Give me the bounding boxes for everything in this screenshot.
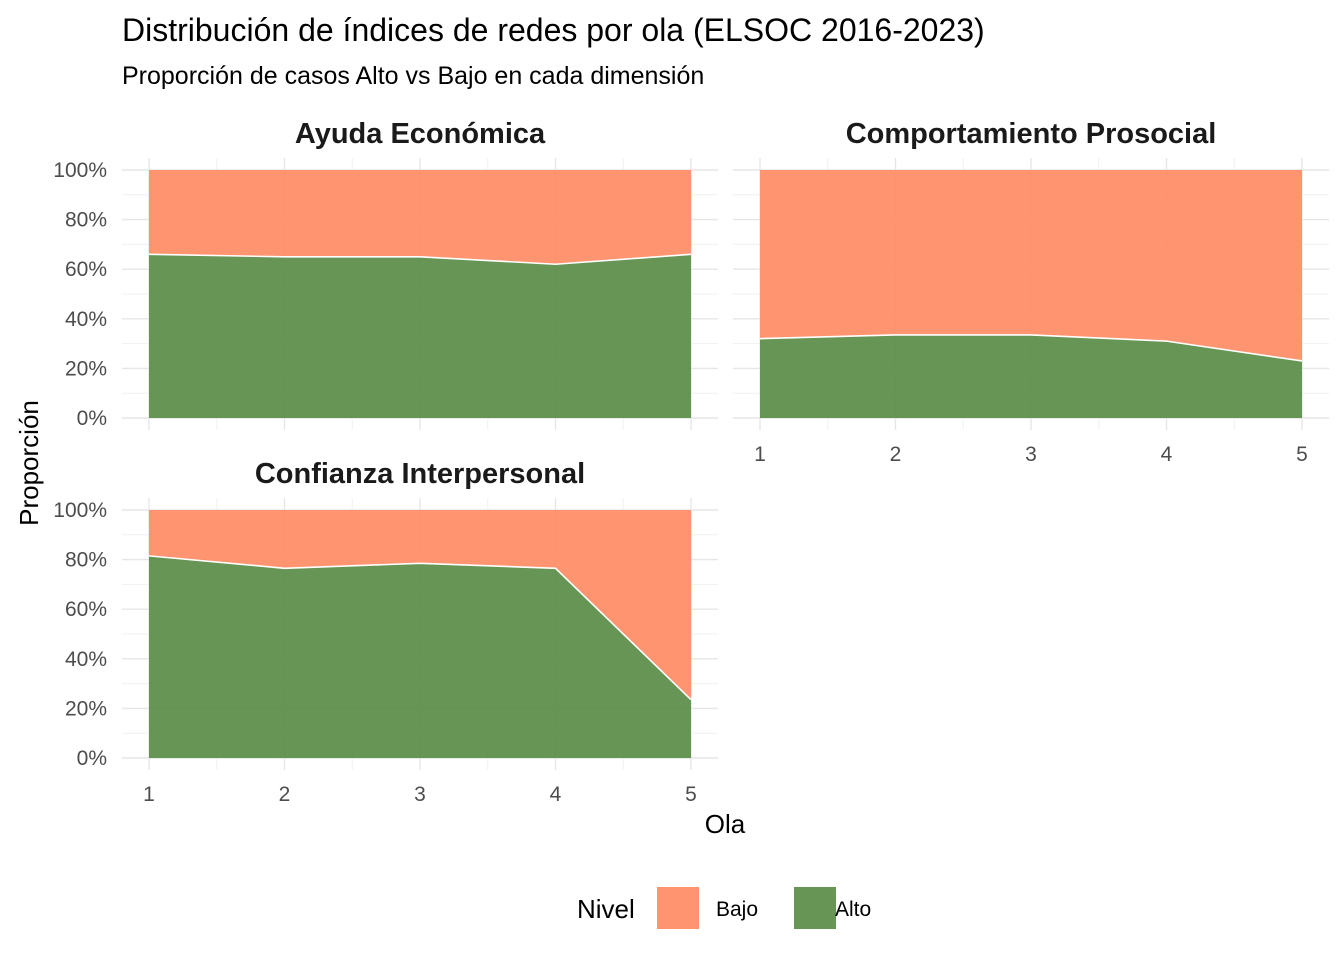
legend-label-bajo: Bajo — [716, 898, 758, 921]
area-alto — [760, 334, 1302, 418]
y-tick-label: 80% — [65, 209, 107, 232]
y-tick-label: 40% — [65, 308, 107, 331]
x-tick-label: 1 — [143, 783, 155, 806]
y-tick-label: 40% — [65, 648, 107, 671]
legend: Nivel Bajo Alto — [577, 887, 871, 929]
legend-key-bajo — [657, 887, 699, 929]
area-bajo — [149, 170, 691, 265]
facet-title: Confianza Interpersonal — [255, 458, 585, 490]
y-tick-label: 0% — [77, 747, 107, 770]
y-tick-label: 80% — [65, 549, 107, 572]
legend-label-alto: Alto — [835, 898, 871, 921]
y-tick-label: 20% — [65, 357, 107, 380]
y-tick-label: 60% — [65, 258, 107, 281]
x-tick-label: 5 — [1296, 443, 1308, 466]
facet-title: Comportamiento Prosocial — [846, 118, 1217, 150]
x-tick-label: 5 — [685, 783, 697, 806]
x-tick-label: 4 — [1161, 443, 1173, 466]
x-tick-label: 2 — [890, 443, 902, 466]
area-bajo — [760, 170, 1302, 361]
area-bajo — [149, 510, 691, 700]
facet-panel: Confianza Interpersonal 0% 20% 40% 60% 80% 100… — [53, 458, 718, 806]
y-tick-label: 100% — [53, 159, 107, 182]
y-axis-title: Proporción — [14, 400, 44, 526]
y-tick-label: 100% — [53, 499, 107, 522]
area-boundary-line — [148, 253, 692, 266]
x-tick-label: 4 — [550, 783, 562, 806]
x-tick-label: 3 — [1025, 443, 1037, 466]
chart-subtitle: Proporción de casos Alto vs Bajo en cada… — [122, 62, 704, 90]
x-tick-label: 1 — [754, 443, 766, 466]
area-boundary-line — [759, 334, 1303, 362]
x-tick-label: 2 — [279, 783, 291, 806]
area-alto — [149, 555, 691, 758]
y-tick-label: 20% — [65, 697, 107, 720]
legend-title: Nivel — [577, 894, 635, 924]
chart-title: Distribución de índices de redes por ola… — [122, 12, 985, 48]
x-axis-title: Ola — [705, 809, 746, 839]
y-tick-label: 60% — [65, 598, 107, 621]
area-alto — [149, 254, 691, 418]
facet-title: Ayuda Económica — [295, 118, 546, 150]
area-boundary-line — [148, 555, 692, 701]
facet-panel: Comportamiento Prosocial 1 2 3 4 5 — [733, 118, 1329, 466]
panels-layer: Ayuda Económica0%20%40%60%80%100%Comport… — [53, 118, 1329, 806]
x-tick-label: 3 — [414, 783, 426, 806]
y-tick-label: 0% — [77, 407, 107, 430]
legend-key-alto — [794, 887, 836, 929]
facet-panel: Ayuda Económica 0% 20% 40% 60% 80% 100% — [53, 118, 718, 430]
